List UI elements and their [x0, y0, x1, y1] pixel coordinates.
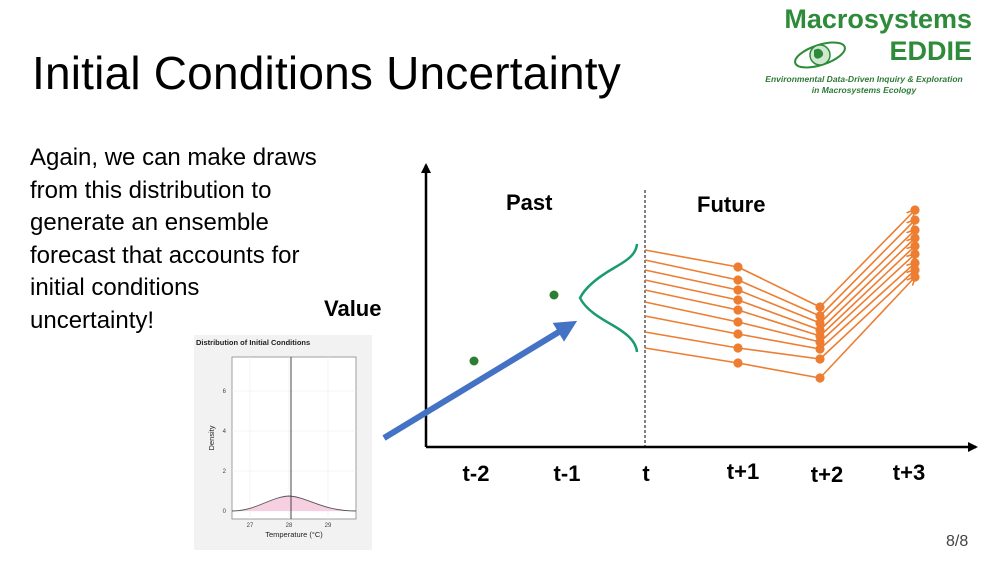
ensemble-member-point	[733, 305, 743, 315]
ensemble-arrow-segment	[819, 230, 915, 324]
ensemble-line-segment	[644, 301, 739, 323]
ensemble-member-point	[910, 241, 920, 251]
inset-y-axis-label: Density	[207, 425, 216, 450]
ensemble-forecast	[644, 205, 920, 383]
ensemble-member-point	[910, 225, 920, 235]
globe-icon	[794, 41, 846, 69]
ensemble-member-point	[815, 344, 825, 354]
logo-subtitle-1: Environmental Data-Driven Inquiry & Expl…	[765, 74, 963, 84]
inset-density-fill	[232, 496, 356, 511]
y-axis-label: Value	[324, 296, 381, 321]
ensemble-arrow-segment	[819, 210, 915, 308]
ensemble-member-point	[910, 205, 920, 215]
ensemble-member-point	[815, 337, 825, 347]
observation-point-t-minus-2	[469, 356, 479, 366]
observation-point-t-minus-1	[549, 290, 559, 300]
ensemble-line-segment	[737, 279, 821, 317]
ensemble-member-point	[733, 285, 743, 295]
ensemble-line-segment	[644, 249, 739, 268]
ensemble-arrow-segment	[819, 270, 915, 360]
page-number: 8/8	[946, 533, 969, 550]
ensemble-arrow-segment	[819, 254, 915, 343]
ensemble-line-segment	[737, 309, 821, 337]
inset-plot-area	[231, 356, 357, 520]
ensemble-member-point	[733, 317, 743, 327]
ensemble-line-segment	[737, 362, 821, 379]
ensemble-member-point	[815, 318, 825, 328]
inset-y-tick-4: 4	[223, 429, 227, 435]
future-label: Future	[697, 192, 765, 217]
time-label-t: t	[642, 461, 650, 486]
ensemble-line-segment	[644, 269, 739, 291]
ensemble-member-point	[910, 258, 920, 268]
ensemble-member-point	[815, 302, 825, 312]
ensemble-arrow-segment	[819, 238, 915, 331]
ensemble-member-point	[733, 262, 743, 272]
ensemble-line-segment	[737, 299, 821, 331]
ensemble-member-point	[815, 354, 825, 364]
inset-y-tick-2: 2	[223, 469, 227, 475]
ensemble-member-point	[910, 272, 920, 282]
ensemble-member-point	[815, 311, 825, 321]
ensemble-arrow-segment	[819, 263, 915, 350]
time-label-t-plus-2: t+2	[811, 462, 843, 487]
logo-subtitle-2: in Macrosystems Ecology	[811, 85, 917, 95]
ensemble-member-point	[733, 358, 743, 368]
ensemble-member-point	[815, 373, 825, 383]
ensemble-line-segment	[644, 347, 739, 364]
initial-condition-distribution-curve	[578, 243, 639, 353]
inset-y-tick-0: 0	[223, 509, 227, 515]
ensemble-member-point	[910, 249, 920, 259]
ensemble-member-point	[733, 275, 743, 285]
inset-x-axis-label: Temperature (°C)	[265, 530, 323, 539]
ensemble-line-segment	[737, 266, 821, 308]
ensemble-member-point	[733, 329, 743, 339]
initial-conditions-inset-chart: Distribution of Initial Conditions 0 2 4…	[194, 335, 372, 550]
ensemble-member-point	[910, 215, 920, 225]
ensemble-line-segment	[737, 289, 821, 324]
inset-density-curve	[231, 495, 357, 512]
ensemble-arrow-segment	[819, 246, 915, 337]
logo-line2: EDDIE	[889, 36, 972, 66]
ensemble-line-segment	[644, 289, 739, 311]
inset-x-tick-29: 29	[325, 523, 332, 529]
inset-x-tick-28: 28	[286, 523, 293, 529]
slide-body-text: Again, we can make draws from this distr…	[30, 144, 317, 334]
logo-line1: Macrosystems	[784, 4, 972, 34]
ensemble-line-segment	[737, 347, 821, 360]
ensemble-line-segment	[737, 333, 821, 350]
time-label-t-plus-1: t+1	[727, 459, 759, 484]
time-label-t-minus-2: t-2	[463, 461, 490, 486]
ensemble-arrow-segment	[819, 220, 915, 317]
time-label-t-plus-3: t+3	[893, 460, 925, 485]
ensemble-member-point	[733, 295, 743, 305]
ensemble-line-segment	[644, 279, 739, 301]
macrosystems-eddie-logo: Macrosystems EDDIE Environmental Data-Dr…	[752, 4, 980, 96]
blue-pointer-arrow	[382, 320, 578, 441]
ensemble-line-segment	[644, 315, 739, 335]
ensemble-line-segment	[644, 259, 739, 281]
ensemble-line-segment	[644, 331, 739, 349]
slide-title: Initial Conditions Uncertainty	[32, 47, 621, 99]
ensemble-line-segment	[737, 321, 821, 343]
inset-chart-title: Distribution of Initial Conditions	[196, 338, 310, 347]
time-label-t-minus-1: t-1	[554, 461, 581, 486]
ensemble-member-point	[910, 265, 920, 275]
ensemble-member-point	[910, 233, 920, 243]
inset-y-tick-6: 6	[223, 389, 227, 395]
ensemble-arrow-segment	[819, 277, 915, 379]
past-label: Past	[506, 190, 553, 215]
inset-x-tick-27: 27	[247, 523, 254, 529]
ensemble-member-point	[733, 343, 743, 353]
